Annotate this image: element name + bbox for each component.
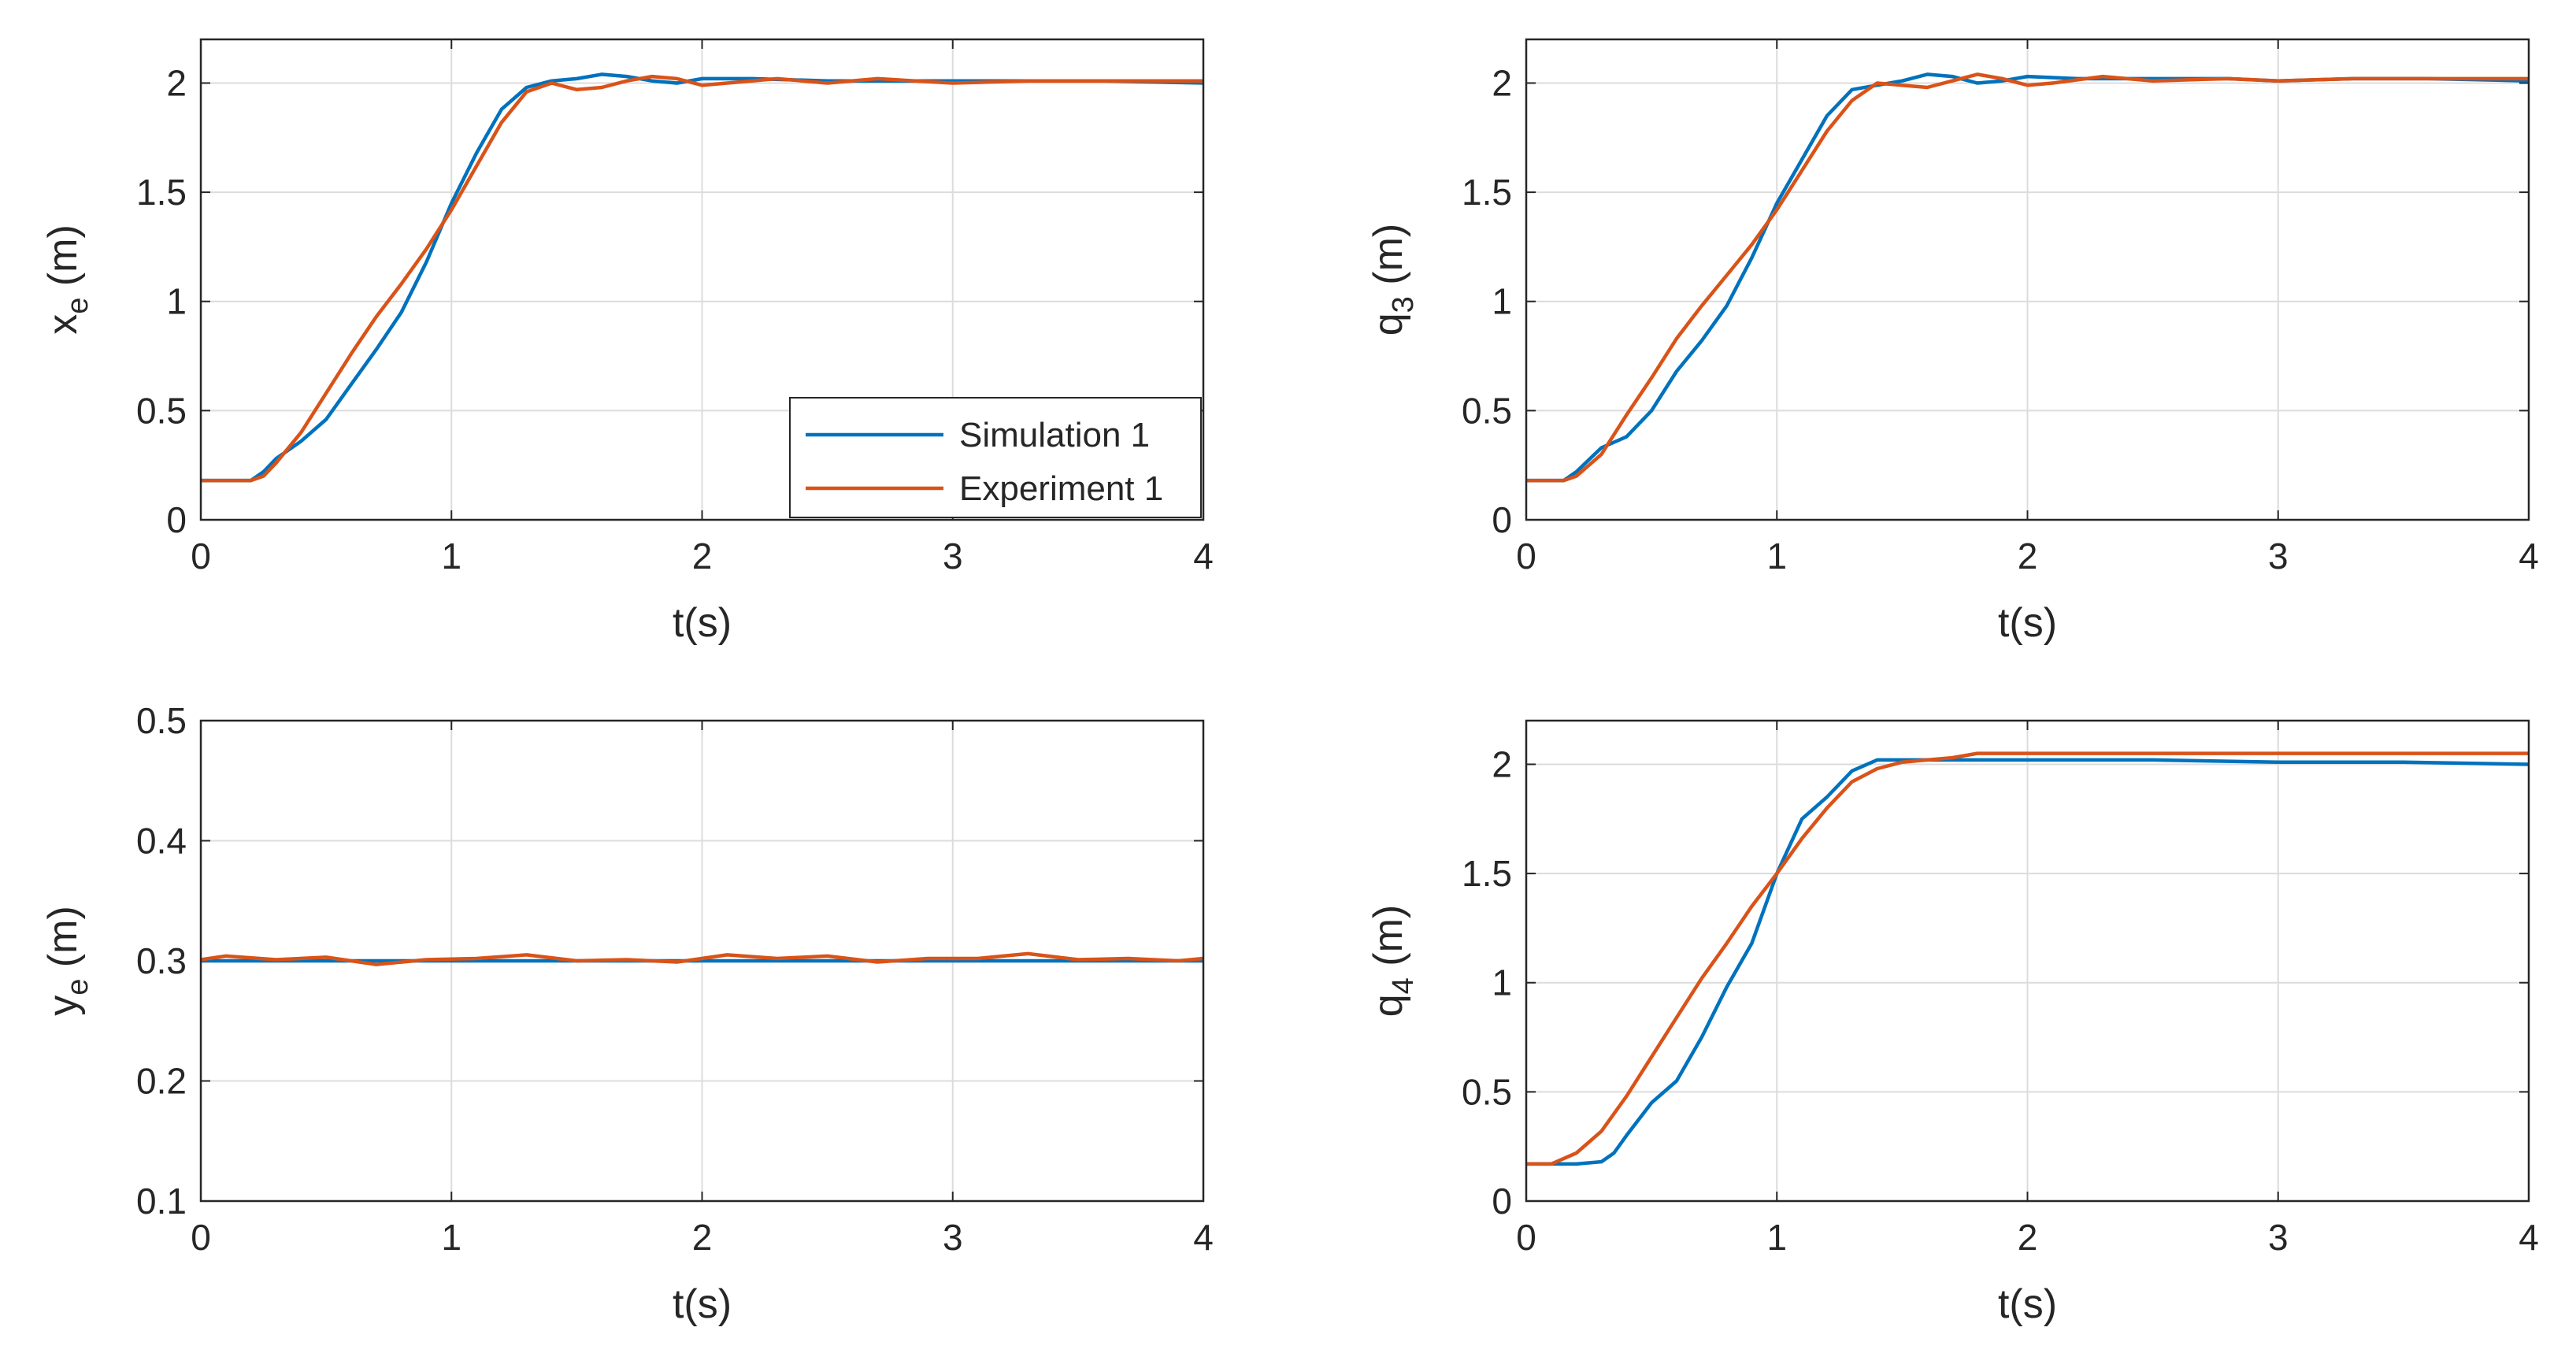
x-tick-label: 0	[1516, 1217, 1536, 1258]
x-axis-label: t(s)	[673, 600, 732, 646]
legend-entry: Simulation 1	[959, 416, 1150, 454]
y-label-main: q	[1366, 994, 1411, 1017]
y-tick-label: 2	[1492, 743, 1512, 784]
x-tick-label: 3	[943, 536, 963, 577]
y-label-subscript: e	[61, 298, 95, 314]
series-line-experiment-1	[1526, 72, 2529, 483]
x-tick-label: 3	[2268, 536, 2289, 577]
x-tick-label: 0	[1516, 536, 1536, 577]
x-tick-label: 1	[1766, 1217, 1787, 1258]
axes-box	[199, 38, 1205, 521]
y-tick-label: 0.5	[1462, 390, 1512, 431]
x-tick-label: 3	[2268, 1217, 2289, 1258]
x-tick-label: 0	[191, 1217, 211, 1258]
y-label-unit: (m)	[1366, 905, 1411, 977]
y-axis-label: q3 (m)	[1366, 224, 1420, 336]
y-tick-label: 0.4	[136, 821, 187, 862]
y-axis-label: ye (m)	[40, 906, 95, 1016]
y-tick-label: 0.5	[136, 390, 187, 431]
series-line-experiment-1	[201, 951, 1203, 966]
x-axis-label: t(s)	[1998, 1281, 2057, 1327]
y-label-subscript: 3	[1387, 296, 1420, 313]
x-axis-label: t(s)	[1998, 600, 2057, 646]
y-tick-label: 2	[166, 62, 187, 103]
x-tick-label: 1	[441, 1217, 461, 1258]
y-tick-label: 0	[1492, 1181, 1512, 1222]
y-tick-label: 1.5	[1462, 853, 1512, 894]
y-tick-label: 1.5	[1462, 172, 1512, 213]
x-tick-label: 1	[1766, 536, 1787, 577]
axes-box	[1525, 719, 2530, 1203]
series-line-simulation-1	[1526, 758, 2529, 1166]
y-tick-label: 1	[166, 281, 187, 322]
chart-xe: 0 1 2 3 4 0 0.5 1 1.5 2 t(s) xe (m) Simulation 1 Expe…	[40, 38, 1214, 646]
y-axis-label: xe (m)	[40, 224, 95, 335]
y-label-unit: (m)	[40, 906, 86, 978]
y-label-subscript: e	[61, 979, 95, 996]
x-tick-label: 0	[191, 536, 211, 577]
y-label-main: q	[1366, 313, 1411, 336]
x-tick-label: 2	[2018, 1217, 2038, 1258]
legend: Simulation 1 Experiment 1	[789, 397, 1202, 518]
y-tick-label: 1	[1492, 962, 1512, 1003]
y-tick-label: 0.5	[1462, 1071, 1512, 1112]
x-tick-label: 2	[2018, 536, 2038, 577]
y-tick-label: 0.5	[136, 700, 187, 741]
y-label-unit: (m)	[40, 224, 86, 297]
legend-entry: Experiment 1	[959, 469, 1163, 508]
chart-q3: 0 1 2 3 400.511.52t(s)q3 (m)	[1366, 38, 2539, 646]
chart-q4: 0 1 2 3 400.511.52t(s)q4 (m)	[1366, 719, 2539, 1327]
x-tick-label: 4	[1193, 536, 1214, 577]
y-label-subscript: 4	[1387, 977, 1420, 994]
y-tick-label: 0.1	[136, 1181, 187, 1222]
x-tick-label: 2	[692, 1217, 713, 1258]
chart-ye: 0 1 2 3 4 0.1 0.2 0.3 0.4 0.5 t(s) ye (m)	[40, 700, 1214, 1327]
y-tick-label: 1.5	[136, 172, 187, 213]
y-tick-label: 1	[1492, 281, 1512, 322]
y-label-main: y	[40, 996, 86, 1016]
x-axis-label: t(s)	[673, 1281, 732, 1327]
x-tick-label: 1	[441, 536, 461, 577]
x-tick-label: 3	[943, 1217, 963, 1258]
axes-box	[199, 719, 1205, 1203]
y-tick-label: 0	[166, 499, 187, 540]
y-tick-label: 0.2	[136, 1061, 187, 1102]
y-tick-label: 2	[1492, 62, 1512, 103]
x-tick-label: 4	[1193, 1217, 1214, 1258]
x-tick-label: 2	[692, 536, 713, 577]
x-tick-label: 4	[2519, 536, 2539, 577]
axes-box	[1525, 38, 2530, 521]
y-axis-label: q4 (m)	[1366, 905, 1420, 1017]
x-tick-label: 4	[2519, 1217, 2539, 1258]
y-label-unit: (m)	[1366, 224, 1411, 296]
series-line-experiment-1	[1526, 751, 2529, 1166]
y-label-main: x	[40, 314, 86, 335]
series-line-experiment-1	[201, 74, 1203, 483]
y-tick-label: 0.3	[136, 940, 187, 981]
y-tick-label: 0	[1492, 499, 1512, 540]
legend-box	[789, 397, 1202, 518]
